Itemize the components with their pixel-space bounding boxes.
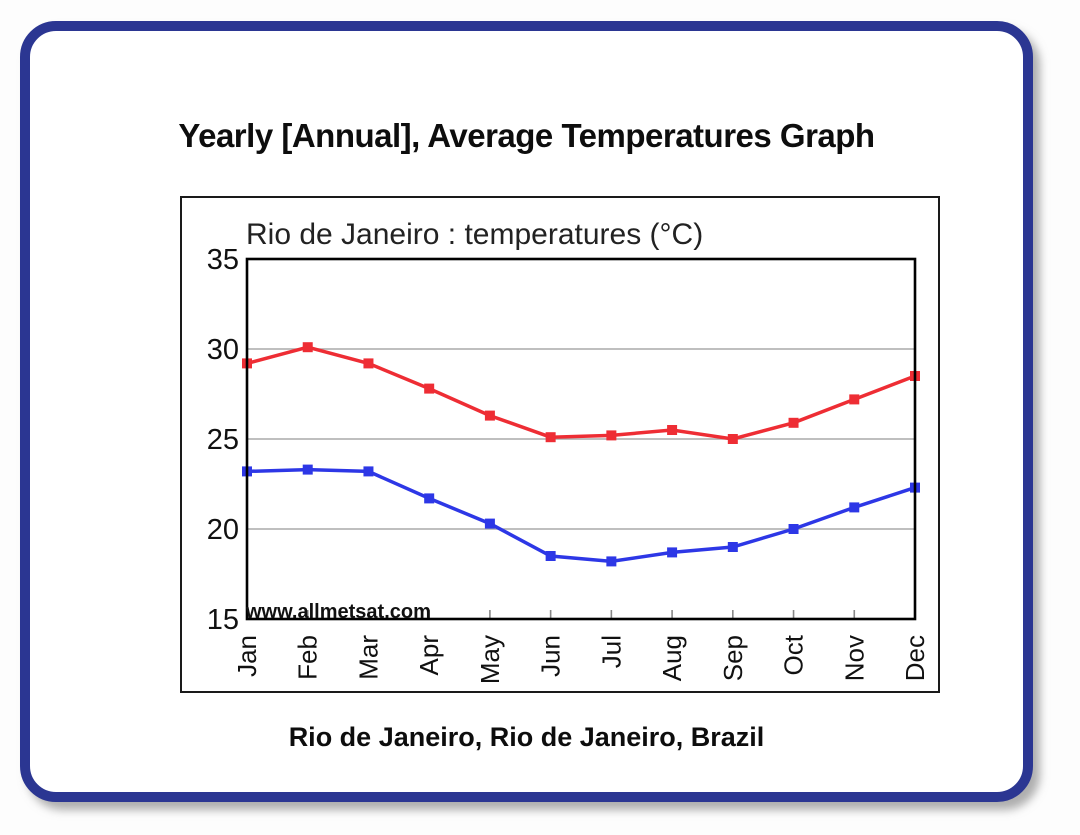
red-series-marker: [667, 425, 678, 435]
red-series-marker: [424, 383, 435, 394]
x-axis-month-label: May: [475, 635, 505, 684]
rounded-frame: Yearly [Annual], Average Temperatures Gr…: [20, 21, 1033, 802]
blue-series-marker: [606, 556, 617, 567]
x-axis-month-label: Apr: [414, 635, 444, 676]
x-axis-month-label: Oct: [779, 634, 809, 675]
red-series-marker: [849, 394, 860, 405]
y-axis-label: 25: [207, 424, 239, 456]
x-axis-month-label: Jan: [232, 635, 262, 677]
x-axis-month-label: Nov: [839, 635, 869, 681]
red-series-line: [246, 345, 916, 441]
x-axis-month-label: Sep: [718, 635, 748, 681]
y-axis-label: 15: [207, 604, 239, 636]
x-axis-month-label: Dec: [900, 635, 930, 681]
blue-series-marker: [484, 518, 495, 529]
x-axis-month-label: Jul: [596, 635, 626, 668]
blue-series-marker: [363, 466, 374, 477]
blue-series-marker: [302, 464, 313, 475]
page-title: Yearly [Annual], Average Temperatures Gr…: [178, 117, 875, 154]
climate-chart: 35 30 25 20 15 Jan Feb Mar Apr May Jun Jul Aug Sep Oct…: [180, 196, 940, 693]
x-axis-month-label: Aug: [657, 635, 687, 681]
red-series-marker: [363, 358, 374, 369]
x-axis-month-label: Mar: [353, 635, 383, 680]
blue-series-marker: [849, 502, 860, 513]
blue-series-marker: [667, 547, 678, 558]
red-series-marker: [606, 430, 617, 441]
blue-series-marker: [788, 524, 799, 534]
blue-series-marker: [727, 542, 738, 552]
y-axis-label: 20: [207, 514, 239, 546]
y-axis-label: 35: [207, 244, 239, 276]
chart-title: Rio de Janeiro : temperatures (°C): [246, 218, 704, 251]
blue-series-marker: [424, 493, 435, 504]
watermark-text: www.allmetsat.com: [246, 601, 431, 623]
red-series-marker: [484, 410, 495, 421]
red-series-marker: [788, 417, 799, 428]
red-series-marker: [545, 432, 556, 443]
x-axis-month-label: Jun: [536, 635, 566, 677]
blue-series-line: [246, 467, 916, 564]
red-series-marker: [727, 434, 738, 444]
y-axis-label: 30: [207, 334, 239, 366]
x-axis-month-label: Feb: [293, 635, 323, 680]
location-caption: Rio de Janeiro, Rio de Janeiro, Brazil: [288, 722, 765, 752]
red-series-marker: [302, 342, 313, 353]
blue-series-marker: [545, 551, 556, 561]
plot-border: [245, 257, 917, 621]
